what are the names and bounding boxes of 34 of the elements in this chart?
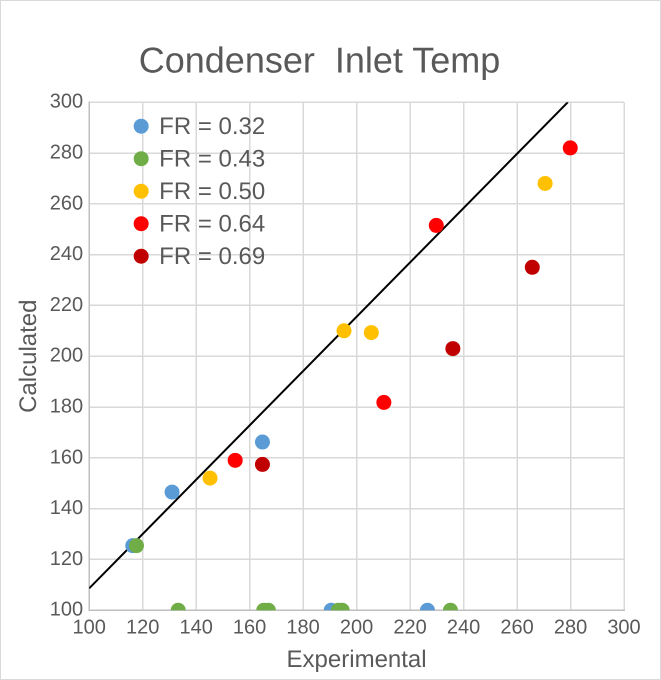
y-tick-label: 240 xyxy=(50,243,84,266)
point xyxy=(445,341,460,356)
y-tick-label: 120 xyxy=(50,548,84,570)
x-tick-label: 180 xyxy=(286,616,320,639)
legend-label: FR = 0.32 xyxy=(159,112,266,140)
y-tick-label: 280 xyxy=(50,142,84,164)
x-tick-label: 280 xyxy=(554,616,588,639)
x-tick-label: 120 xyxy=(126,616,160,639)
y-tick-label: 220 xyxy=(50,294,84,316)
point xyxy=(364,325,379,340)
y-tick-label: 260 xyxy=(50,192,84,214)
x-axis-title: Experimental xyxy=(286,646,427,674)
x-tick-label: 260 xyxy=(500,616,534,639)
x-tick-label: 240 xyxy=(446,616,480,639)
legend-label: FR = 0.43 xyxy=(159,145,266,172)
y-axis-title: Calculated xyxy=(15,299,42,413)
y-tick-label: 200 xyxy=(50,344,84,367)
y-tick-label: 160 xyxy=(50,446,84,468)
legend-label: FR = 0.69 xyxy=(159,242,266,270)
y-tick-label: 140 xyxy=(50,497,84,520)
chart-title: Condenser Inlet Temp xyxy=(138,40,500,81)
point xyxy=(428,218,444,233)
point xyxy=(524,260,540,275)
point xyxy=(336,323,352,338)
legend-label: FR = 0.50 xyxy=(159,178,266,205)
x-tick-label: 300 xyxy=(607,616,641,639)
y-tick-label: 300 xyxy=(50,90,84,113)
x-tick-label: 200 xyxy=(340,616,374,639)
point xyxy=(376,394,392,410)
x-tick-label: 160 xyxy=(232,616,266,639)
x-tick-label: 220 xyxy=(393,616,427,639)
x-tick-label: 140 xyxy=(179,616,213,639)
legend-label: FR = 0.64 xyxy=(159,210,266,238)
y-tick-label: 180 xyxy=(50,396,84,418)
